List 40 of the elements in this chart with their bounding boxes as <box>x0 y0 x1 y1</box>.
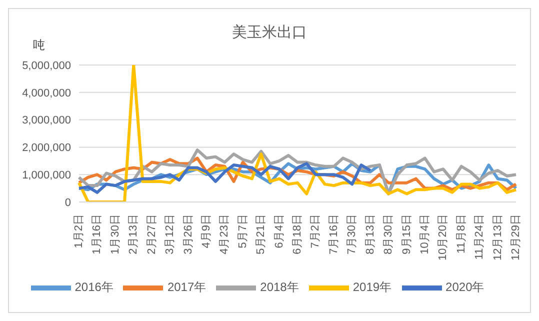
x-tick-label: 4月9日 <box>200 214 212 248</box>
x-tick-label: 6月4日 <box>273 214 286 248</box>
y-tick-label: 5,000,000 <box>22 60 71 72</box>
line-series <box>78 65 518 202</box>
x-tick-label: 8月13日 <box>364 214 376 254</box>
x-tick-label: 12月29日 <box>510 214 522 260</box>
x-tick-label: 7月30日 <box>346 214 358 254</box>
chart-title: 美玉米出口 <box>232 24 307 41</box>
x-tick-label: 5月7日 <box>236 214 249 248</box>
y-tick-label: 1,000,000 <box>22 170 71 182</box>
x-tick-label: 2月27日 <box>146 214 158 254</box>
legend-label: 2016年 <box>74 280 114 294</box>
x-tick-label: 3月26日 <box>182 214 194 254</box>
x-tick-label: 8月30日 <box>382 214 395 254</box>
x-tick-label: 1月2日 <box>73 214 85 248</box>
y-tick-label: 3,000,000 <box>22 114 71 127</box>
legend-label: 2017年 <box>167 280 206 294</box>
x-tick-label: 11月24日 <box>474 214 486 260</box>
x-tick-label: 5月21日 <box>255 214 268 254</box>
x-tick-label: 4月23日 <box>218 214 231 254</box>
y-tick-label: 0 <box>64 196 71 209</box>
x-tick-label: 7月2日 <box>310 214 322 248</box>
line-series <box>78 162 372 194</box>
x-tick-label: 11月8日 <box>455 214 468 254</box>
x-tick-label: 1月16日 <box>91 214 104 254</box>
x-tick-label: 3月12日 <box>164 214 176 254</box>
x-tick-label: 9月15日 <box>400 214 413 254</box>
x-tick-label: 12月13日 <box>492 214 504 260</box>
y-tick-label: 4,000,000 <box>22 87 71 100</box>
x-tick-label: 1月30日 <box>109 214 122 254</box>
legend-label: 2018年 <box>260 280 299 294</box>
x-tick-label: 2月13日 <box>128 214 140 254</box>
x-tick-label: 6月18日 <box>292 214 304 254</box>
y-axis-title: 吨 <box>33 37 45 54</box>
y-tick-label: 2,000,000 <box>22 142 71 154</box>
legend-label: 2019年 <box>352 280 392 294</box>
x-tick-label: 7月16日 <box>328 214 340 254</box>
legend-label: 2020年 <box>446 280 484 294</box>
x-tick-label: 10月20日 <box>437 214 450 260</box>
x-tick-label: 10月4日 <box>418 214 431 254</box>
